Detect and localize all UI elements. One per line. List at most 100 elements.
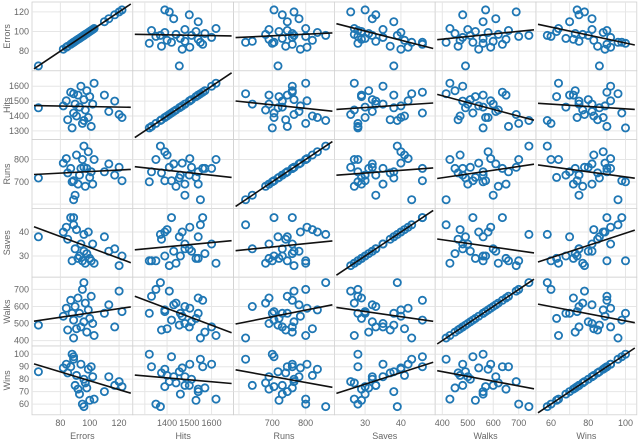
- data-point: [568, 90, 578, 100]
- data-point: [99, 90, 109, 100]
- data-point: [441, 333, 451, 343]
- cell-walks-vs-errors: [31, 276, 134, 347]
- data-point: [580, 377, 590, 387]
- trend-line: [235, 240, 333, 252]
- data-point: [307, 370, 317, 380]
- data-point: [66, 213, 76, 223]
- data-point: [247, 380, 257, 390]
- data-point: [445, 258, 455, 268]
- data-point: [191, 395, 201, 405]
- data-point: [450, 86, 460, 96]
- data-point: [69, 89, 79, 99]
- data-point: [587, 107, 597, 117]
- data-point: [493, 258, 503, 268]
- data-point: [407, 89, 417, 99]
- data-point: [514, 31, 524, 41]
- data-point: [184, 96, 194, 106]
- y-tick-label: 40: [19, 227, 29, 237]
- data-point: [156, 325, 166, 335]
- data-point: [69, 333, 79, 343]
- data-point: [514, 154, 524, 164]
- data-point: [295, 363, 305, 373]
- data-point: [67, 123, 77, 133]
- data-point: [378, 81, 388, 91]
- data-point: [61, 96, 71, 106]
- data-point: [269, 382, 279, 392]
- data-point: [470, 395, 480, 405]
- data-point: [349, 154, 359, 164]
- cell-walks-vs-wins: [535, 276, 638, 347]
- trend-line: [437, 369, 535, 390]
- data-point: [367, 300, 377, 310]
- data-point: [378, 359, 388, 369]
- y-tick-label: 90: [19, 362, 29, 372]
- data-point: [407, 354, 417, 364]
- data-point: [511, 261, 521, 271]
- data-point: [503, 291, 513, 301]
- data-point: [346, 110, 356, 120]
- data-point: [175, 308, 185, 318]
- data-point: [198, 39, 208, 49]
- y-tick-label: 1300: [9, 126, 29, 136]
- x-tick-label: 800: [298, 418, 313, 428]
- data-point: [302, 42, 312, 52]
- data-point: [481, 307, 491, 317]
- data-point: [353, 362, 363, 372]
- data-point: [295, 311, 305, 321]
- trend-line: [235, 140, 333, 208]
- data-point: [364, 327, 374, 337]
- data-point: [282, 256, 292, 266]
- data-point: [501, 90, 511, 100]
- data-point: [282, 90, 292, 100]
- cell-errors-vs-runs: [233, 1, 335, 72]
- data-point: [514, 399, 524, 409]
- data-point: [598, 305, 608, 315]
- data-point: [552, 92, 562, 102]
- data-point: [79, 278, 89, 288]
- data-point: [546, 284, 556, 294]
- data-point: [104, 14, 114, 24]
- data-point: [186, 162, 196, 172]
- data-point: [160, 147, 170, 157]
- data-point: [542, 229, 552, 239]
- cell-wins-vs-walks: [434, 345, 537, 416]
- data-point: [407, 195, 417, 205]
- data-point: [301, 284, 311, 294]
- data-point: [524, 229, 534, 239]
- data-point: [602, 121, 612, 131]
- data-point: [602, 362, 612, 372]
- data-point: [83, 227, 93, 237]
- data-point: [282, 232, 292, 242]
- cell-runs-vs-runs: [233, 139, 335, 209]
- cell-saves-vs-hits: [132, 207, 235, 278]
- data-point: [346, 286, 356, 296]
- y-tick-label: 30: [19, 251, 29, 261]
- data-point: [70, 244, 80, 254]
- data-point: [503, 256, 513, 266]
- data-point: [76, 81, 86, 91]
- data-point: [287, 213, 297, 223]
- data-point: [104, 372, 114, 382]
- cell-errors-vs-errors: [31, 1, 134, 72]
- trend-line: [134, 165, 232, 179]
- data-point: [458, 10, 468, 20]
- data-point: [574, 322, 584, 332]
- data-point: [349, 298, 359, 308]
- cell-wins-vs-errors: [31, 345, 134, 416]
- data-point: [417, 176, 427, 186]
- data-point: [542, 278, 552, 288]
- trend-line: [336, 167, 434, 176]
- trend-line: [537, 303, 635, 324]
- data-point: [99, 308, 109, 318]
- x-tick-label: 600: [486, 418, 501, 428]
- data-point: [488, 99, 498, 109]
- y-tick-label: 700: [14, 177, 29, 187]
- data-point: [156, 41, 166, 51]
- data-point: [458, 244, 468, 254]
- data-point: [474, 363, 484, 373]
- data-point: [61, 154, 71, 164]
- data-point: [445, 154, 455, 164]
- data-point: [474, 44, 484, 54]
- x-tick-label: 60: [546, 418, 556, 428]
